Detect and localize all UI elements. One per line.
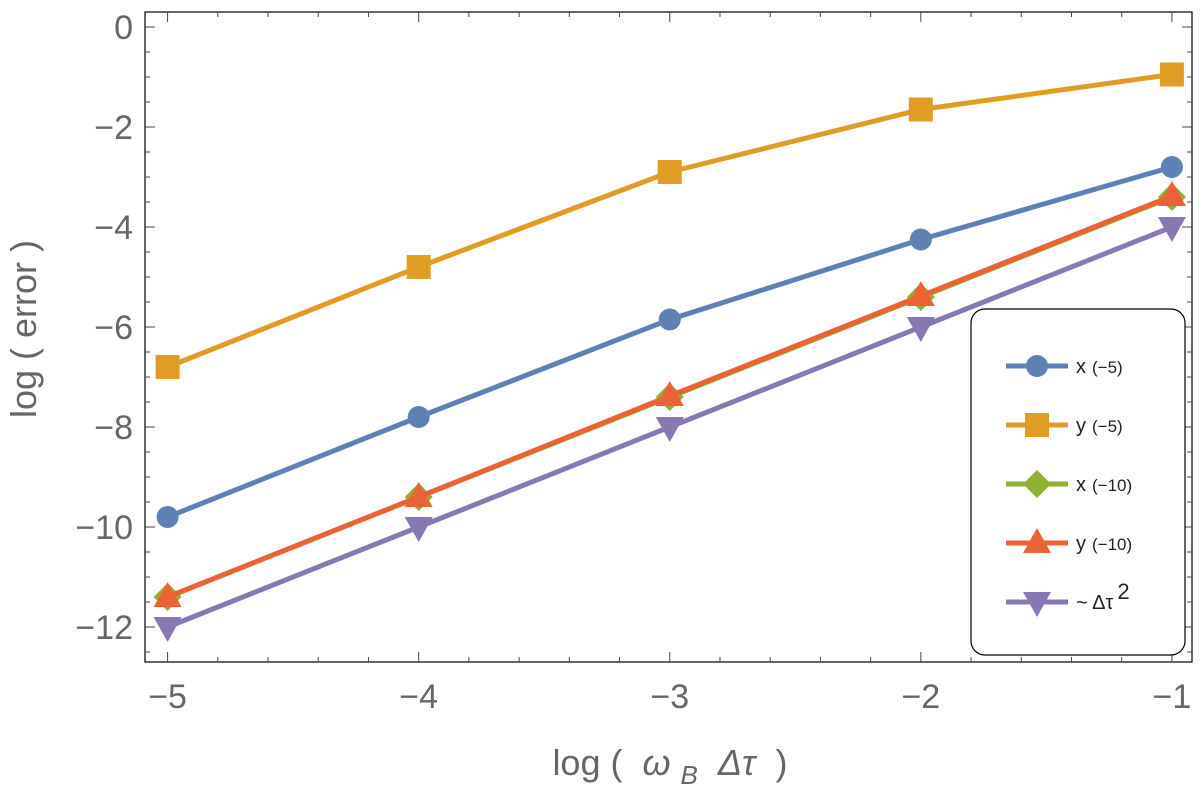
plot-border bbox=[144, 11, 1193, 663]
data-point bbox=[404, 517, 433, 542]
x-axis-title-dtau: Δτ bbox=[717, 742, 758, 783]
x-tick-label: −1 bbox=[1153, 678, 1192, 716]
series-group bbox=[153, 62, 1186, 642]
legend-label: y (−10) bbox=[1076, 533, 1132, 555]
legend-swatch-marker bbox=[1025, 413, 1049, 437]
data-point bbox=[153, 617, 182, 642]
legend-label-paren: (−10) bbox=[1092, 535, 1132, 554]
legend-entry: x (−5) bbox=[1006, 355, 1123, 378]
data-point bbox=[1157, 217, 1186, 242]
y-tick-label: −2 bbox=[94, 109, 133, 147]
legend-swatch-marker bbox=[1023, 592, 1051, 617]
data-point bbox=[407, 406, 430, 428]
axis-labels: log ( error ) log ( ω B Δτ ) bbox=[3, 240, 788, 789]
legend-label-main: y bbox=[1076, 533, 1086, 555]
data-point bbox=[1160, 156, 1183, 178]
y-tick-label: −12 bbox=[75, 609, 133, 647]
x-tick-label: −4 bbox=[399, 678, 438, 716]
data-point bbox=[657, 160, 682, 184]
data-point bbox=[906, 281, 935, 306]
legend-label: x (−10) bbox=[1076, 474, 1132, 496]
legend-swatch-marker bbox=[1023, 470, 1051, 498]
x-tick-label: −3 bbox=[650, 678, 689, 716]
data-point bbox=[153, 582, 182, 607]
legend-label-main: ~ Δτ bbox=[1076, 592, 1113, 614]
data-point bbox=[908, 97, 933, 122]
x-tick-label: −5 bbox=[148, 678, 187, 716]
legend-label-main: x bbox=[1076, 356, 1086, 378]
legend-label-paren: (−10) bbox=[1092, 476, 1132, 495]
legend-label-main: x bbox=[1076, 474, 1086, 496]
legend-label: ~ Δτ 2 bbox=[1076, 579, 1130, 614]
y-tick-label: −6 bbox=[94, 309, 133, 347]
series-triangle-up bbox=[153, 181, 1186, 607]
data-point bbox=[655, 417, 684, 442]
legend-label-superscript: 2 bbox=[1117, 579, 1129, 604]
y-axis-title: log ( error ) bbox=[3, 240, 44, 418]
data-point bbox=[909, 228, 932, 251]
data-point bbox=[906, 317, 935, 342]
y-tick-label: −10 bbox=[75, 509, 133, 547]
legend-label: x (−5) bbox=[1076, 356, 1123, 378]
x-axis-title-omega: ω bbox=[642, 742, 670, 783]
legend-box bbox=[970, 308, 1186, 656]
y-tick-label: −4 bbox=[94, 209, 133, 247]
legend-entry: x (−10) bbox=[1006, 470, 1132, 498]
legend-label: y (−5) bbox=[1076, 415, 1123, 437]
x-axis-title-suffix: ) bbox=[776, 742, 788, 783]
series-triangle-down bbox=[153, 217, 1186, 642]
legend-label-main: y bbox=[1076, 415, 1086, 437]
legend-entry: ~ Δτ 2 bbox=[1006, 579, 1130, 617]
axis-ticks: −5 −4 −3 −2 −10−2−4−6−8−10−12 bbox=[75, 9, 1192, 716]
legend-entry: y (−5) bbox=[1006, 413, 1123, 437]
data-point bbox=[1159, 62, 1184, 87]
legend-entry: y (−10) bbox=[1006, 528, 1132, 555]
legend-swatch-marker bbox=[1026, 355, 1048, 377]
legend: x (−5) y (−5) x (−10) y (−10) ~ Δτ 2 bbox=[970, 308, 1186, 656]
x-axis-title-prefix: log ( bbox=[552, 742, 622, 783]
x-axis-title: log ( ω B Δτ ) bbox=[552, 742, 787, 789]
series-circle bbox=[156, 156, 1183, 528]
plot-frame bbox=[144, 11, 1193, 663]
series-square bbox=[155, 62, 1184, 379]
y-tick-label: −8 bbox=[94, 409, 133, 447]
data-point bbox=[1157, 181, 1186, 206]
data-point bbox=[658, 308, 681, 331]
x-tick-label: −2 bbox=[901, 678, 940, 716]
data-point bbox=[406, 255, 431, 279]
legend-label-paren: (−5) bbox=[1092, 358, 1123, 377]
x-axis-title-subscript: B bbox=[681, 760, 698, 789]
legend-label-paren: (−5) bbox=[1092, 417, 1123, 436]
legend-swatch-marker bbox=[1023, 528, 1051, 553]
data-point bbox=[404, 482, 433, 507]
data-point bbox=[155, 355, 180, 379]
data-point bbox=[655, 381, 684, 406]
y-tick-label: 0 bbox=[114, 9, 133, 47]
data-point bbox=[156, 506, 179, 528]
